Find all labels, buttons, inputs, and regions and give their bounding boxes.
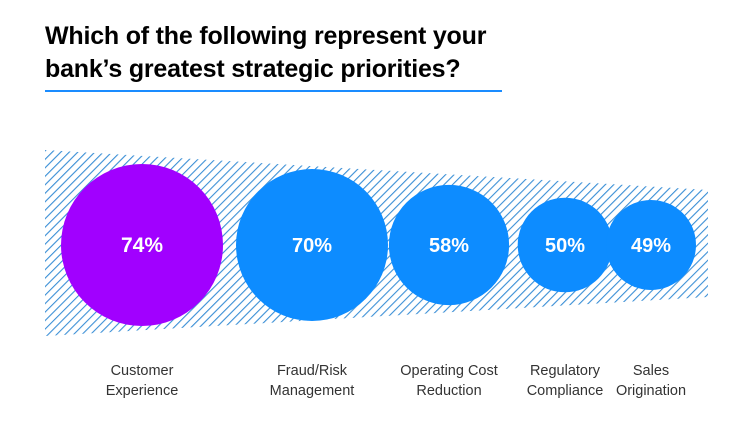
bubble-value-label: 49% — [631, 235, 671, 257]
bubbles-group: 74% 70% 58% 50% 49% — [61, 164, 696, 326]
bubble-value-label: 70% — [292, 235, 332, 257]
chart-title: Which of the following represent your ba… — [45, 22, 487, 83]
category-label-line: Compliance — [527, 383, 604, 399]
category-label-line: Experience — [106, 383, 179, 399]
bubble-4 — [517, 197, 613, 293]
category-label-line: Regulatory — [530, 363, 601, 379]
category-label-line: Management — [270, 383, 355, 399]
category-label-line: Reduction — [416, 383, 481, 399]
bubble-value-label: 50% — [545, 235, 585, 257]
category-label-line: Operating Cost — [400, 363, 498, 379]
bubble-value-label: 58% — [429, 235, 469, 257]
category-label-line: Origination — [616, 383, 686, 399]
category-label-line: Customer — [111, 363, 174, 379]
bubble-1 — [61, 164, 223, 326]
title-underline — [45, 90, 502, 92]
category-labels-group: Customer Experience Fraud/Risk Management Op… — [106, 363, 686, 399]
bubble-5 — [606, 200, 696, 290]
bubble-value-label: 74% — [121, 234, 163, 257]
category-label-line: Fraud/Risk — [277, 363, 348, 379]
category-label-line: Sales — [633, 363, 669, 379]
bubble-3 — [388, 184, 510, 306]
bubble-2 — [236, 169, 388, 321]
